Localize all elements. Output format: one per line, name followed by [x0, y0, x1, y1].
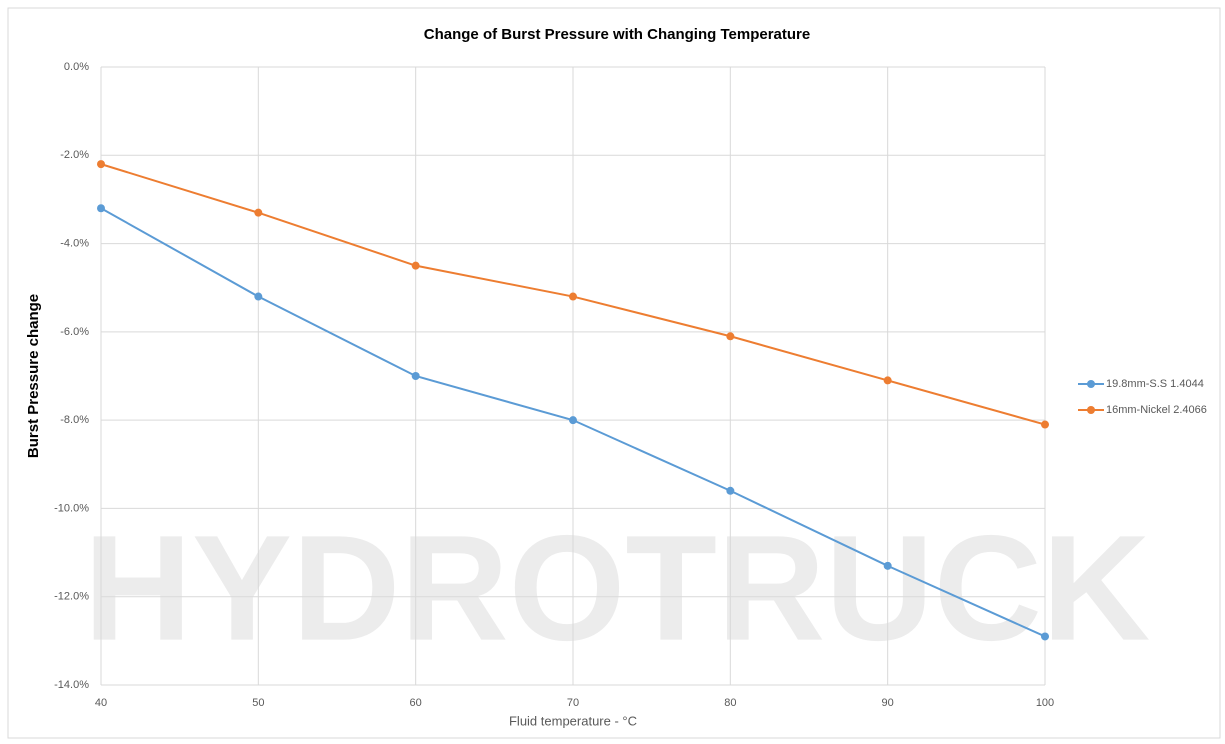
y-tick-label: -2.0% — [60, 149, 89, 161]
data-point — [569, 293, 577, 301]
y-tick-label: -4.0% — [60, 237, 89, 249]
data-point — [726, 332, 734, 340]
data-point — [884, 376, 892, 384]
x-tick-label: 80 — [724, 697, 736, 709]
legend-marker — [1087, 380, 1095, 388]
y-tick-label: -14.0% — [54, 679, 89, 691]
data-point — [726, 487, 734, 495]
y-tick-label: -10.0% — [54, 502, 89, 514]
chart-title: Change of Burst Pressure with Changing T… — [424, 26, 810, 43]
x-tick-label: 70 — [567, 697, 579, 709]
y-tick-label: -8.0% — [60, 414, 89, 426]
x-tick-label: 100 — [1036, 697, 1054, 709]
watermark: HYDROTRUCK — [84, 504, 1151, 672]
data-point — [254, 293, 262, 301]
x-tick-label: 40 — [95, 697, 107, 709]
x-tick-label: 60 — [410, 697, 422, 709]
y-axis-label: Burst Pressure change — [25, 294, 42, 458]
data-point — [412, 372, 420, 380]
data-point — [884, 562, 892, 570]
x-tick-label: 90 — [882, 697, 894, 709]
y-tick-label: -12.0% — [54, 591, 89, 603]
data-point — [97, 160, 105, 168]
data-point — [412, 262, 420, 270]
y-tick-label: -6.0% — [60, 326, 89, 338]
data-point — [254, 209, 262, 217]
legend-marker — [1087, 406, 1095, 414]
data-point — [1041, 632, 1049, 640]
data-point — [1041, 421, 1049, 429]
x-tick-label: 50 — [252, 697, 264, 709]
legend-label: 16mm-Nickel 2.4066 — [1106, 404, 1207, 416]
y-tick-label: 0.0% — [64, 61, 89, 73]
data-point — [97, 204, 105, 212]
x-axis-label: Fluid temperature - °C — [509, 713, 637, 728]
legend-label: 19.8mm-S.S 1.4044 — [1106, 378, 1204, 390]
data-point — [569, 416, 577, 424]
chart: HYDROTRUCK Change of Burst Pressure with… — [0, 0, 1225, 744]
